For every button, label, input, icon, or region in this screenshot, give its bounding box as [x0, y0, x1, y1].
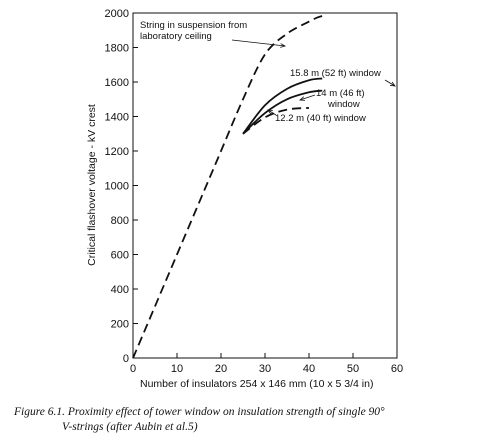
x-axis-title: Number of insulators 254 x 146 mm (10 x … [140, 378, 373, 390]
annotation-line: 15.8 m (52 ft) window [290, 68, 381, 79]
annotation-14m: 14 m (46 ft) window [316, 88, 365, 110]
axis-ticks [132, 12, 398, 359]
labels: 0 10 20 30 40 50 60020040060080010001200140016… [13, 8, 403, 433]
annotation-line: String in suspension from [140, 20, 247, 31]
annotation-15-8m: 15.8 m (52 ft) window [290, 68, 381, 79]
y-tick-label: 2000 [105, 8, 129, 20]
leader-suspension [231, 39, 286, 47]
y-tick-label: 1600 [105, 77, 129, 89]
y-tick-label: 1800 [105, 43, 129, 55]
x-tick-label: 30 [259, 363, 271, 375]
y-tick-label: 1000 [105, 181, 129, 193]
leader-15-8m [384, 79, 396, 87]
x-tick-label: 0 [130, 363, 136, 375]
window-12-2m-curve [242, 107, 310, 135]
suspension-curve [132, 13, 327, 359]
leader-12-2m-arrow [267, 109, 274, 115]
annotation-leaders [231, 39, 396, 116]
x-tick-label: 20 [215, 363, 227, 375]
curves [132, 13, 327, 359]
y-tick-label: 1200 [105, 146, 129, 158]
leader-14m-arrow [299, 96, 306, 101]
y-tick-label: 400 [111, 284, 129, 296]
annotation-suspension: String in suspension from laboratory ceil… [140, 20, 247, 42]
annotation-line: 14 m (46 ft) [316, 88, 365, 99]
annotation-12-2m: 12.2 m (40 ft) window [275, 113, 366, 124]
y-tick-label: 1400 [105, 112, 129, 124]
leader-15-8m-arrow [389, 81, 396, 87]
y-tick-label: 200 [111, 319, 129, 331]
y-axis-title: Critical flashover voltage - kV crest [86, 104, 98, 266]
x-tick-label: 10 [171, 363, 183, 375]
y-tick-label: 600 [111, 250, 129, 262]
window-15-8m-curve [242, 77, 323, 135]
caption-line: Figure 6.1. Proximity effect of tower wi… [13, 406, 385, 418]
annotation-line: 12.2 m (40 ft) window [275, 113, 366, 124]
x-tick-label: 40 [303, 363, 315, 375]
y-tick-label: 0 [123, 353, 129, 365]
leader-12-2m [267, 109, 277, 116]
x-tick-label: 50 [347, 363, 359, 375]
annotation-line: laboratory ceiling [140, 31, 212, 42]
window-14m-curve [242, 89, 323, 135]
caption-line: V-strings (after Aubin et al.5) [62, 421, 198, 433]
plot-frame [132, 12, 398, 359]
x-tick-label: 60 [391, 363, 403, 375]
y-tick-label: 800 [111, 215, 129, 227]
annotation-line: window [327, 99, 360, 110]
leader-suspension-arrow [280, 43, 287, 48]
leader-14m [299, 94, 316, 101]
